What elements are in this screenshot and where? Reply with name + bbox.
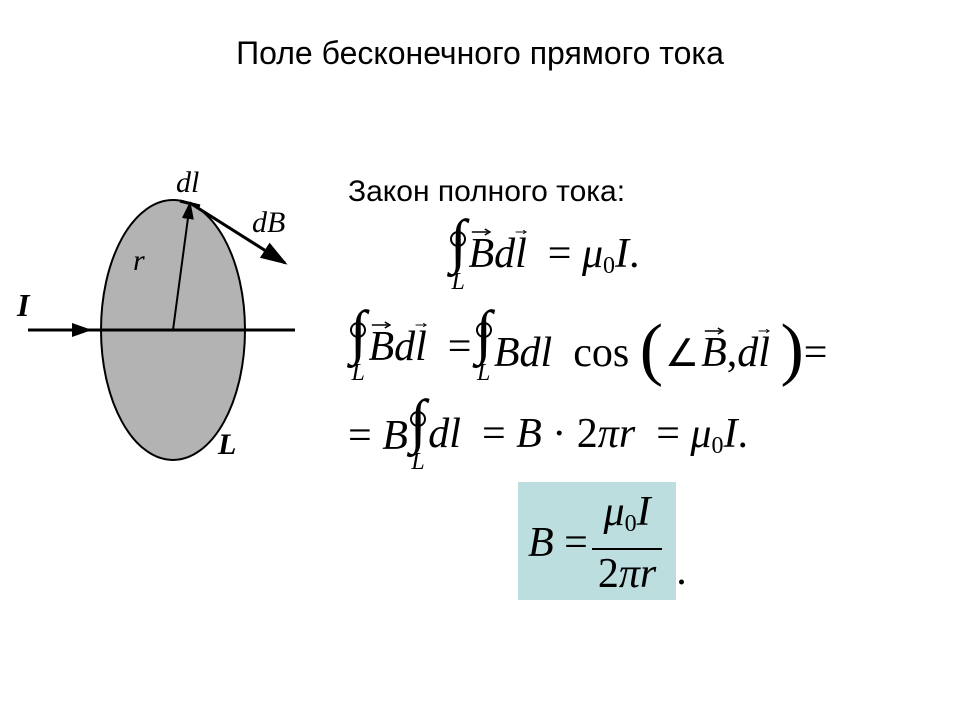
label-dl: dl <box>176 166 199 200</box>
label-I: I <box>17 287 29 324</box>
page-title: Поле бесконечного прямого тока <box>0 35 960 72</box>
subtitle: Закон полного тока: <box>348 175 625 209</box>
label-dB: dB <box>252 206 285 240</box>
formula-evaluate: = B ∫ L dl = B · 2πr = μ0I. <box>348 395 928 476</box>
oint-icon: ∫ L <box>450 215 466 296</box>
label-L: L <box>218 428 236 462</box>
result-period: . <box>676 550 687 592</box>
formula-result: B = μ0I 2πr . <box>348 482 928 600</box>
oint-icon: ∫ L <box>350 306 366 387</box>
field-diagram: dl dB r I L <box>20 170 340 500</box>
oint-icon: ∫ L <box>410 395 426 476</box>
oint-icon: ∫ L <box>475 306 491 387</box>
formula-amperes-law: ∫ L Bdl = μ0I. <box>348 215 928 296</box>
label-r: r <box>133 244 145 278</box>
formula-block: ∫ L Bdl = μ0I. ∫ L Bdl = ∫ L Bdl cos (∠B… <box>348 215 928 685</box>
result-highlight: B = μ0I 2πr <box>518 482 676 600</box>
current-arrow-icon <box>72 323 92 337</box>
formula-expand-cos: ∫ L Bdl = ∫ L Bdl cos (∠B,dl )= <box>348 306 928 387</box>
